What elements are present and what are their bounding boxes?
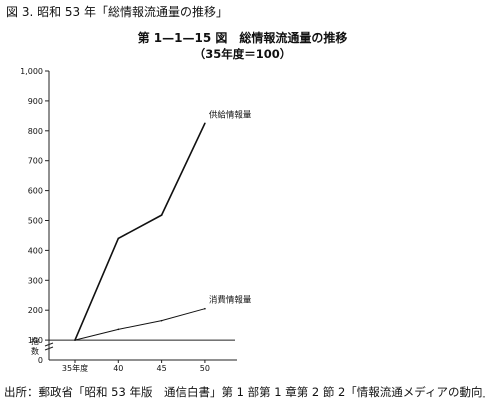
series-label-1: 供給情報量 [209, 109, 252, 120]
series-label-2: 消費情報量 [209, 295, 252, 306]
y-axis-label-char: 指 [31, 336, 39, 346]
series-2-point [74, 339, 76, 341]
y-tick-label: 500 [28, 217, 43, 226]
x-tick-label: 50 [200, 364, 210, 373]
y-tick-label: 100 [28, 336, 43, 345]
figure-caption: 図 3. 昭和 53 年「総情報流通量の推移」 [6, 5, 228, 19]
y-axis-label-char: 数 [31, 346, 39, 356]
series-1-point [117, 237, 120, 240]
chart-subtitle: （35年度＝100） [193, 47, 292, 61]
y-tick-label: 600 [28, 187, 43, 196]
series-1-point [204, 122, 206, 125]
chart-axes [44, 71, 237, 361]
x-tick-label: 40 [113, 364, 123, 373]
series-1-point [160, 214, 163, 216]
y-tick-label: 800 [28, 127, 43, 136]
y-tick-label: 0 [38, 356, 43, 365]
x-axis-ticks: 35年度 40 45 50 [62, 360, 210, 373]
series-2-point [204, 307, 206, 310]
line-chart: 100 200 300 400 500 600 700 800 900 1,000 0 35年度 40… [20, 67, 252, 373]
y-axis-label: 指数 [31, 336, 39, 356]
y-tick-label: 900 [28, 97, 43, 106]
series-2-point [160, 319, 163, 322]
y-axis-ticks: 100 200 300 400 500 600 700 800 900 1,000 0 [20, 67, 49, 365]
y-axis-break-mark [44, 342, 54, 351]
chart-title: 第 1—1—15 図 総情報流通量の推移 [137, 31, 348, 45]
y-tick-label: 200 [28, 306, 43, 315]
y-tick-label: 400 [28, 246, 43, 255]
source-note: 出所：郵政省「昭和 53 年版 通信白書」第 1 部第 1 章第 2 節 2「情… [4, 385, 485, 399]
y-tick-label: 1,000 [20, 67, 43, 76]
series-2-point [117, 328, 120, 331]
y-tick-label: 300 [28, 276, 43, 285]
series-line-1 [74, 122, 206, 341]
series-line-2 [74, 308, 206, 341]
x-tick-label: 45 [157, 364, 167, 373]
y-tick-label: 700 [28, 157, 43, 166]
x-tick-label: 35年度 [62, 363, 88, 373]
